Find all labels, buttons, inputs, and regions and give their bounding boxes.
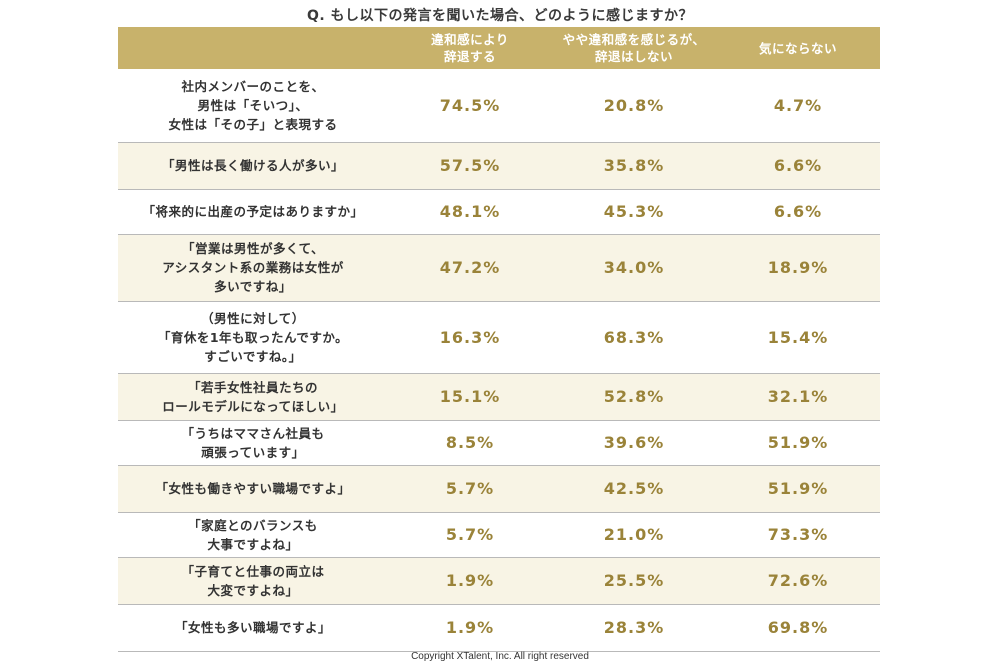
row-label: 社内メンバーのことを、 男性は「そいつ」、 女性は「その子」と表現する	[118, 69, 388, 143]
row-label: 「男性は長く働ける人が多い」	[118, 142, 388, 190]
column-header: 違和感により 辞退する	[388, 27, 552, 69]
table-row: 「男性は長く働ける人が多い」 57.5% 35.8% 6.6%	[118, 142, 880, 190]
value-cell: 72.6%	[716, 557, 880, 605]
value-cell: 6.6%	[716, 142, 880, 190]
survey-table: 違和感により 辞退する やや違和感を感じるが、 辞退はしない 気にならない 社内…	[118, 27, 880, 652]
table-row: 「将来的に出産の予定はありますか」 48.1% 45.3% 6.6%	[118, 189, 880, 235]
row-label: 「営業は男性が多くて、 アシスタント系の業務は女性が 多いですね」	[118, 234, 388, 302]
value-cell: 69.8%	[716, 604, 880, 652]
value-cell: 73.3%	[716, 512, 880, 558]
value-cell: 74.5%	[388, 69, 552, 143]
value-cell: 51.9%	[716, 420, 880, 466]
value-cell: 32.1%	[716, 373, 880, 421]
value-cell: 15.4%	[716, 301, 880, 374]
value-cell: 57.5%	[388, 142, 552, 190]
value-cell: 4.7%	[716, 69, 880, 143]
table-row: 「家庭とのバランスも 大事ですよね」 5.7% 21.0% 73.3%	[118, 512, 880, 558]
row-label: 「女性も働きやすい職場ですよ」	[118, 465, 388, 513]
value-cell: 1.9%	[388, 557, 552, 605]
table-row: 「子育てと仕事の両立は 大変ですよね」 1.9% 25.5% 72.6%	[118, 557, 880, 605]
value-cell: 48.1%	[388, 189, 552, 235]
value-cell: 25.5%	[552, 557, 716, 605]
table-row: 「女性も多い職場ですよ」 1.9% 28.3% 69.8%	[118, 604, 880, 652]
row-label: 「家庭とのバランスも 大事ですよね」	[118, 512, 388, 558]
row-label: 「将来的に出産の予定はありますか」	[118, 189, 388, 235]
value-cell: 45.3%	[552, 189, 716, 235]
table-row: 「女性も働きやすい職場ですよ」 5.7% 42.5% 51.9%	[118, 465, 880, 513]
copyright-text: Copyright XTalent, Inc. All right reserv…	[411, 651, 589, 662]
row-label: 「うちはママさん社員も 頑張っています」	[118, 420, 388, 466]
value-cell: 39.6%	[552, 420, 716, 466]
value-cell: 8.5%	[388, 420, 552, 466]
value-cell: 68.3%	[552, 301, 716, 374]
value-cell: 42.5%	[552, 465, 716, 513]
table-row: 「営業は男性が多くて、 アシスタント系の業務は女性が 多いですね」 47.2% 34…	[118, 234, 880, 302]
table-body: 社内メンバーのことを、 男性は「そいつ」、 女性は「その子」と表現する 74.5%…	[118, 69, 880, 652]
row-label: 「子育てと仕事の両立は 大変ですよね」	[118, 557, 388, 605]
value-cell: 51.9%	[716, 465, 880, 513]
value-cell: 18.9%	[716, 234, 880, 302]
value-cell: 20.8%	[552, 69, 716, 143]
row-label: 「女性も多い職場ですよ」	[118, 604, 388, 652]
value-cell: 6.6%	[716, 189, 880, 235]
value-cell: 28.3%	[552, 604, 716, 652]
value-cell: 21.0%	[552, 512, 716, 558]
value-cell: 35.8%	[552, 142, 716, 190]
header-row: 違和感により 辞退する やや違和感を感じるが、 辞退はしない 気にならない	[118, 27, 880, 69]
value-cell: 15.1%	[388, 373, 552, 421]
chart-title: Q. もし以下の発言を聞いた場合、どのように感じますか？	[306, 8, 694, 24]
value-cell: 5.7%	[388, 512, 552, 558]
value-cell: 52.8%	[552, 373, 716, 421]
table-row: 「うちはママさん社員も 頑張っています」 8.5% 39.6% 51.9%	[118, 420, 880, 466]
value-cell: 34.0%	[552, 234, 716, 302]
table-row: （男性に対して） 「育休を1年も取ったんですか。 すごいですね。」 16.3% 68…	[118, 301, 880, 374]
header-corner	[118, 27, 388, 69]
column-header: やや違和感を感じるが、 辞退はしない	[552, 27, 716, 69]
value-cell: 16.3%	[388, 301, 552, 374]
value-cell: 1.9%	[388, 604, 552, 652]
table-row: 社内メンバーのことを、 男性は「そいつ」、 女性は「その子」と表現する 74.5%…	[118, 69, 880, 143]
table-row: 「若手女性社員たちの ロールモデルになってほしい」 15.1% 52.8% 32.1%	[118, 373, 880, 421]
column-header: 気にならない	[716, 27, 880, 69]
value-cell: 47.2%	[388, 234, 552, 302]
value-cell: 5.7%	[388, 465, 552, 513]
row-label: （男性に対して） 「育休を1年も取ったんですか。 すごいですね。」	[118, 301, 388, 374]
row-label: 「若手女性社員たちの ロールモデルになってほしい」	[118, 373, 388, 421]
